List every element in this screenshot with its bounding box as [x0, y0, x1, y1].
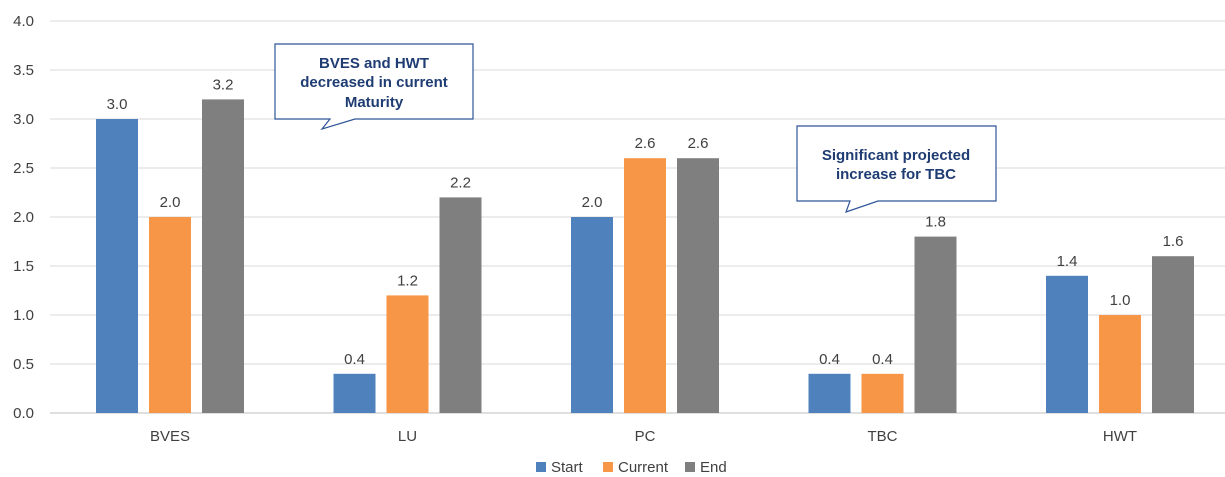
legend-item-current: Current [603, 459, 669, 476]
callout-line-1: BVES and HWT [319, 55, 429, 72]
data-label: 3.2 [213, 76, 234, 93]
bar-current-hwt [1099, 315, 1141, 413]
callout-line-1: Significant projected [822, 147, 970, 164]
y-tick-label: 4.0 [13, 13, 34, 30]
bar-start-bves [96, 119, 138, 413]
bar-start-hwt [1046, 275, 1088, 413]
data-labels: 3.0 2.0 3.2 0.4 1.2 2.2 2.0 2.6 2.6 0.4 0.4 1.8 1.4 1… [107, 76, 1184, 367]
y-tick-label: 2.5 [13, 160, 34, 177]
data-label: 2.6 [635, 135, 656, 152]
y-tick-label: 1.0 [13, 307, 34, 324]
callout-bves-hwt: BVES and HWT decreased in current Maturi… [274, 43, 474, 131]
bars [96, 99, 1194, 414]
y-tick-label: 0.5 [13, 356, 34, 373]
data-label: 1.8 [925, 214, 946, 231]
callout-bubble [274, 43, 474, 131]
bar-current-tbc [861, 373, 904, 413]
bar-end-tbc [914, 236, 957, 413]
bar-start-tbc [808, 373, 851, 413]
callout-line-2: decreased in current [300, 74, 448, 91]
y-axis: 0.0 0.5 1.0 1.5 2.0 2.5 3.0 3.5 4.0 [13, 13, 34, 422]
x-tick-label: LU [398, 428, 417, 445]
data-label: 2.6 [688, 135, 709, 152]
x-tick-label: PC [635, 428, 656, 445]
data-label: 1.6 [1163, 233, 1184, 250]
legend-label: Current [618, 459, 669, 476]
legend: Start Current End [536, 459, 727, 476]
data-label: 1.0 [1110, 292, 1131, 309]
bar-end-hwt [1152, 256, 1194, 413]
legend-swatch [536, 462, 546, 472]
data-label: 1.4 [1057, 253, 1078, 270]
callout-line-2: increase for TBC [836, 166, 956, 183]
bar-current-bves [149, 217, 191, 413]
data-label: 2.0 [582, 194, 603, 211]
legend-label: End [700, 459, 727, 476]
y-tick-label: 1.5 [13, 258, 34, 275]
legend-swatch [603, 462, 613, 472]
y-tick-label: 0.0 [13, 405, 34, 422]
legend-item-end: End [685, 459, 727, 476]
x-tick-label: BVES [150, 428, 190, 445]
x-tick-label: TBC [868, 428, 898, 445]
data-label: 0.4 [872, 351, 893, 368]
legend-label: Start [551, 459, 584, 476]
callout-bubble [796, 125, 997, 213]
legend-item-start: Start [536, 459, 584, 476]
bar-start-pc [571, 217, 613, 413]
bar-current-pc [624, 158, 666, 413]
bar-end-pc [677, 158, 719, 413]
y-tick-label: 3.0 [13, 111, 34, 128]
x-tick-label: HWT [1103, 428, 1137, 445]
bar-start-lu [333, 373, 376, 413]
legend-swatch [685, 462, 695, 472]
bar-end-bves [202, 99, 244, 414]
bar-current-lu [386, 295, 429, 413]
data-label: 3.0 [107, 96, 128, 113]
y-tick-label: 2.0 [13, 209, 34, 226]
data-label: 2.0 [160, 194, 181, 211]
data-label: 2.2 [450, 174, 471, 191]
data-label: 0.4 [344, 351, 365, 368]
y-tick-label: 3.5 [13, 62, 34, 79]
callout-line-3: Maturity [345, 94, 404, 111]
callout-tbc: Significant projected increase for TBC [796, 125, 997, 213]
x-axis: BVES LU PC TBC HWT [150, 428, 1137, 445]
bar-end-lu [439, 197, 482, 413]
data-label: 1.2 [397, 272, 418, 289]
data-label: 0.4 [819, 351, 840, 368]
